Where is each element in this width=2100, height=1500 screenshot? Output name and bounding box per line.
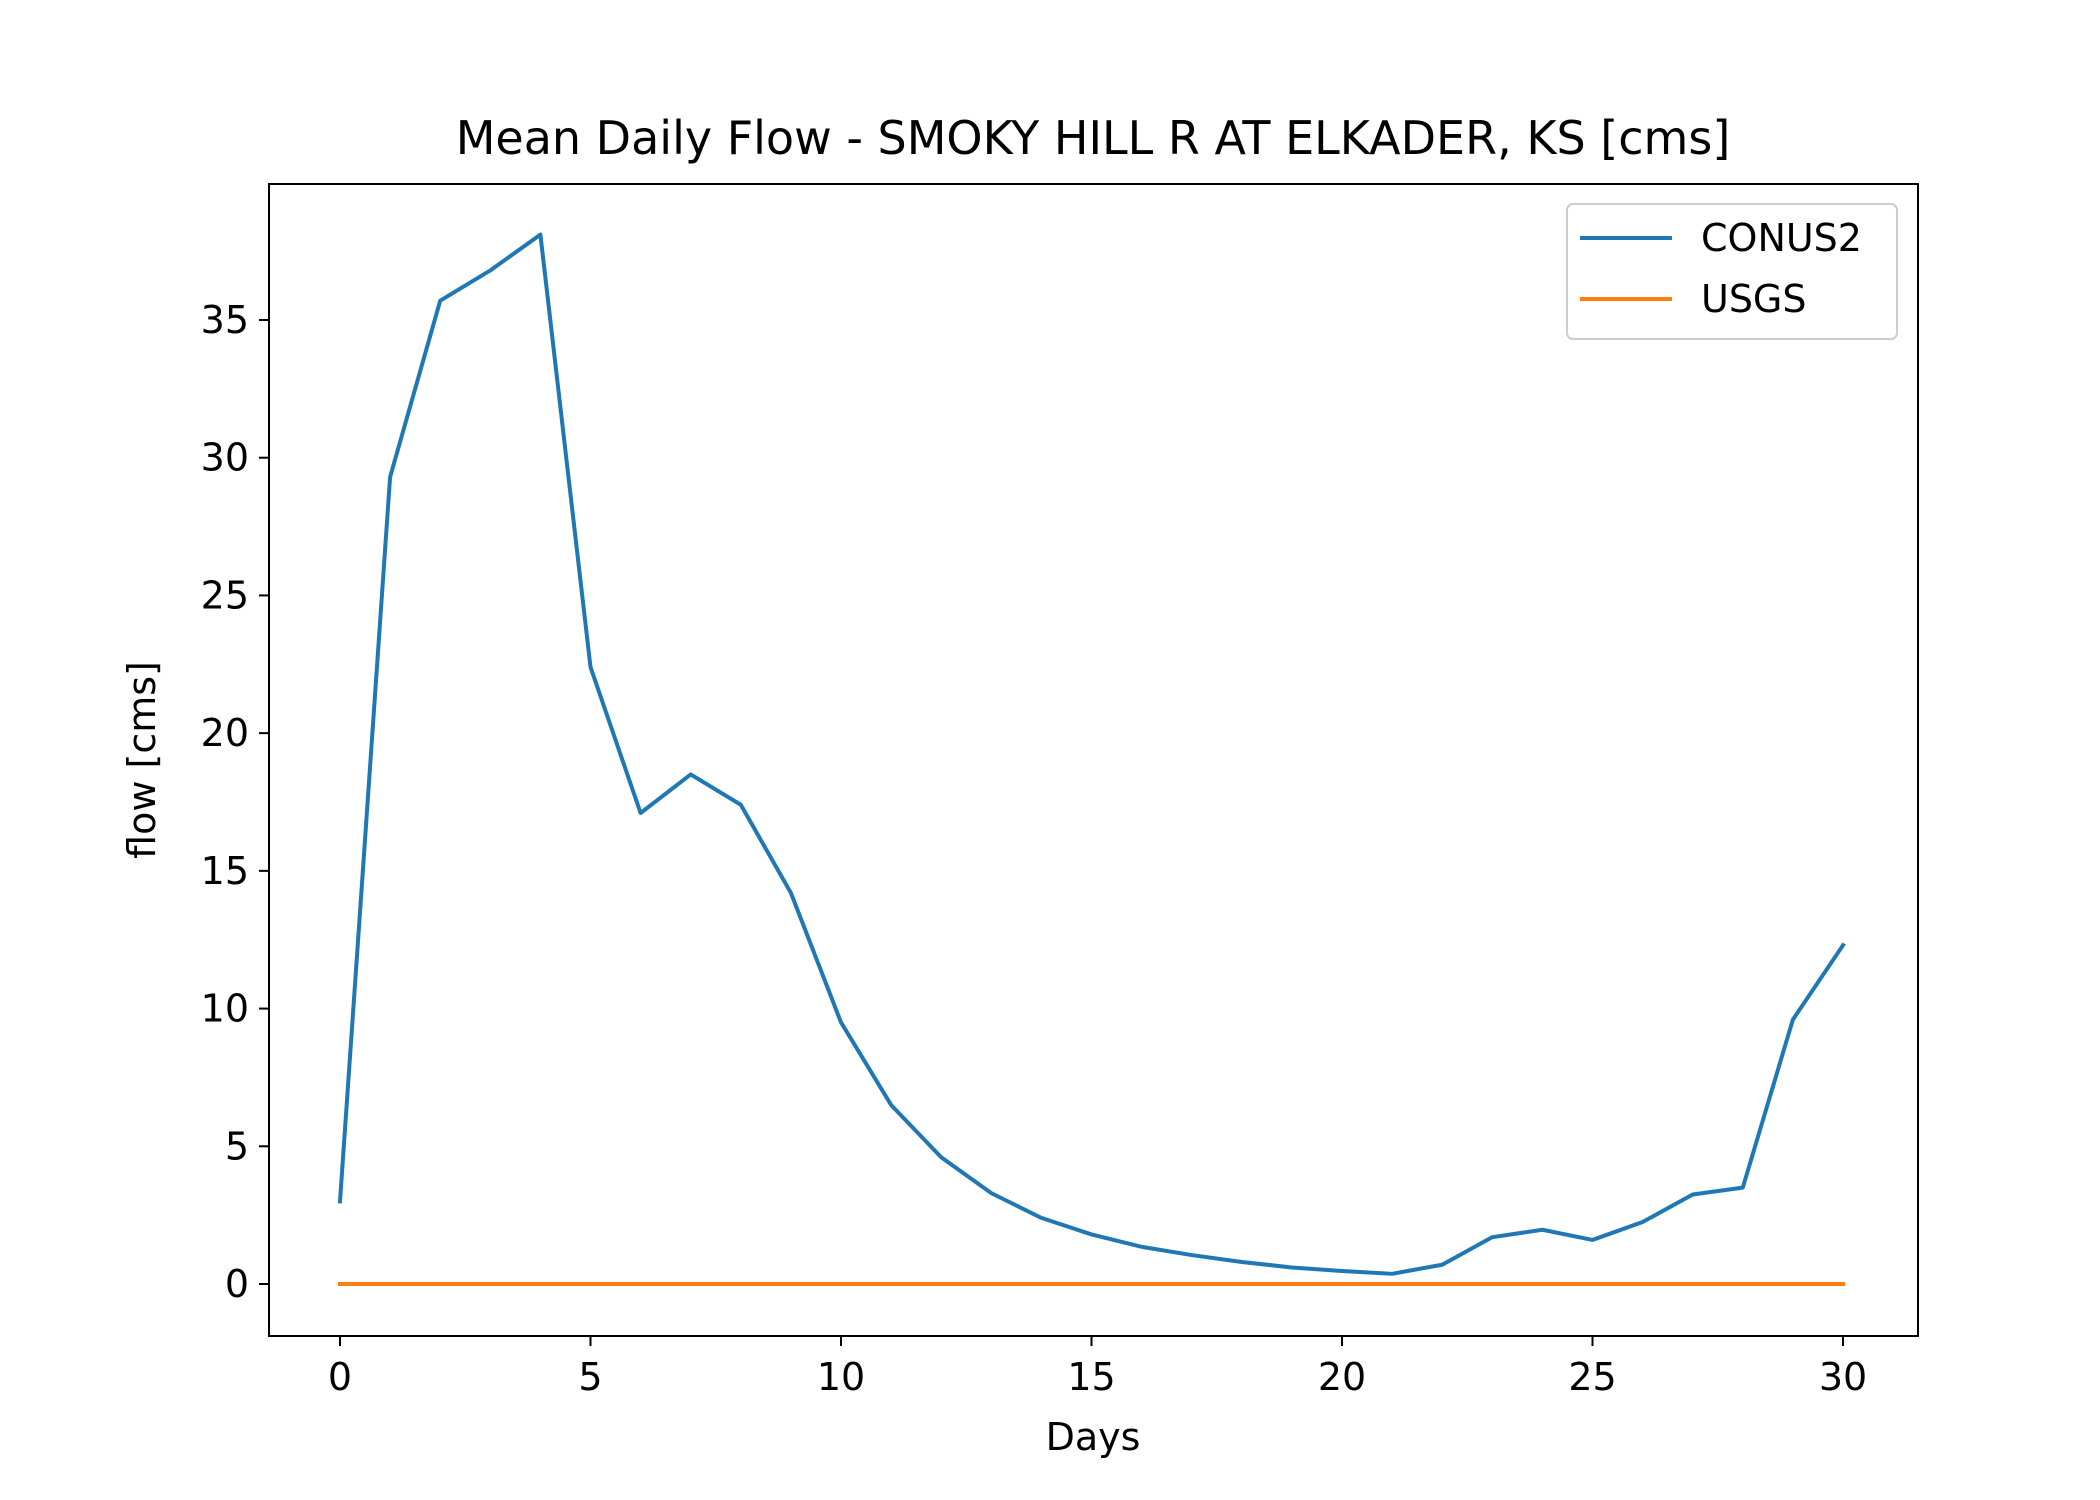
legend-label-conus2: CONUS2 (1701, 216, 1862, 260)
x-tick-label: 15 (1067, 1355, 1115, 1399)
y-tick-label: 0 (225, 1262, 249, 1306)
series-layer (337, 232, 1846, 1286)
legend-label-usgs: USGS (1701, 277, 1807, 321)
x-axis-label: Days (1046, 1415, 1141, 1459)
series-line-conus2 (337, 232, 1846, 1276)
axes-frame (268, 183, 1919, 1337)
y-tick-label: 35 (201, 298, 249, 342)
x-tick-label: 25 (1568, 1355, 1616, 1399)
y-tick-label: 30 (201, 436, 249, 480)
x-tick-label: 0 (328, 1355, 352, 1399)
y-axis-ticks: 0 5 10 15 20 25 30 35 (201, 298, 269, 1306)
x-tick-label: 10 (817, 1355, 865, 1399)
legend: CONUS2 USGS (1566, 203, 1898, 340)
x-tick-label: 20 (1318, 1355, 1366, 1399)
x-tick-label: 30 (1819, 1355, 1867, 1399)
x-tick-label: 5 (578, 1355, 602, 1399)
y-tick-label: 20 (201, 711, 249, 755)
y-axis-label: flow [cms] (120, 661, 164, 859)
y-tick-label: 5 (225, 1124, 249, 1168)
y-tick-label: 25 (201, 573, 249, 617)
chart-title: Mean Daily Flow - SMOKY HILL R AT ELKADE… (456, 111, 1731, 165)
y-tick-label: 10 (201, 987, 249, 1031)
x-axis-ticks: 0 5 10 15 20 25 30 (328, 1336, 1867, 1399)
legend-entries: CONUS2 USGS (1580, 216, 1862, 321)
y-tick-label: 15 (201, 849, 249, 893)
